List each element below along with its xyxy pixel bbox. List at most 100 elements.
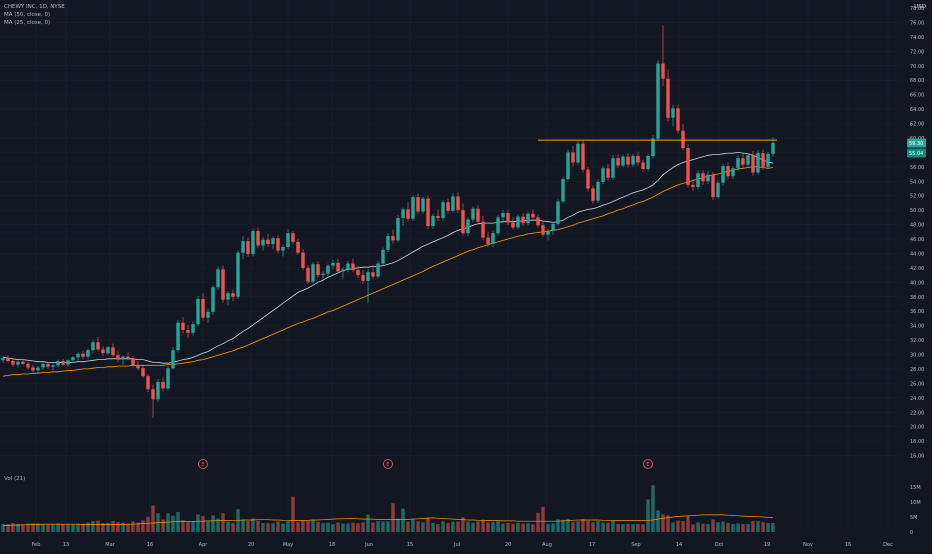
candle-body — [296, 241, 300, 253]
candle-body — [306, 267, 310, 282]
volume-bar — [291, 496, 295, 532]
time-tick-label: 17 — [589, 542, 595, 548]
candle-body — [251, 231, 255, 255]
candle-body — [526, 213, 530, 224]
volume-bar — [506, 522, 510, 532]
volume-bar — [431, 522, 435, 532]
price-tick-label: 38.00 — [910, 295, 924, 301]
volume-bar — [656, 510, 660, 532]
volume-legend[interactable]: Vol (21) — [4, 476, 26, 482]
volume-bar — [396, 518, 400, 532]
volume-bar — [631, 524, 635, 532]
price-tick-label: 24.00 — [910, 396, 924, 402]
volume-bar — [666, 515, 670, 532]
volume-bar — [446, 523, 450, 532]
candle-body — [401, 209, 405, 219]
volume-bar — [491, 522, 495, 532]
candle-body — [231, 293, 235, 297]
price-axis[interactable]: 16.00 18.00 20.00 22.00 24.00 26.00 28.00 30.00… — [910, 6, 924, 460]
candle-body — [166, 368, 170, 389]
candle-body — [101, 349, 105, 354]
candle-body — [406, 209, 410, 219]
volume-bar — [206, 521, 210, 532]
volume-bar — [456, 521, 460, 532]
candle-body — [626, 156, 630, 165]
volume-bar — [51, 523, 55, 532]
volume-bar — [201, 515, 205, 532]
candle-body — [416, 197, 420, 212]
currency-label[interactable]: USD — [914, 4, 926, 10]
volume-bar — [1, 523, 5, 532]
symbol-title[interactable]: CHEWY INC, 1D, NYSE — [4, 4, 65, 10]
candle-body — [771, 142, 775, 154]
candle-body — [21, 361, 25, 364]
volume-bar — [616, 523, 620, 532]
volume-bar — [481, 519, 485, 532]
candle-body — [106, 347, 110, 354]
candle-body — [576, 143, 580, 163]
candle-body — [631, 155, 635, 165]
volume-bar — [501, 523, 505, 532]
ma50-path — [2, 166, 774, 377]
price-tick-label: 78.00 — [910, 6, 924, 12]
earnings-marker-label: E — [201, 462, 204, 468]
candle-body — [1, 358, 5, 361]
candle-body — [461, 210, 465, 234]
volume-bar — [141, 520, 145, 532]
price-tick-label: 28.00 — [910, 367, 924, 373]
price-tick-label: 22.00 — [910, 410, 924, 416]
time-tick-label: 14 — [676, 542, 682, 548]
price-tick-label: 52.00 — [910, 194, 924, 200]
price-tick-label: 40.00 — [910, 280, 924, 286]
candle-body — [191, 324, 195, 333]
candle-body — [601, 168, 605, 182]
candle-body — [111, 347, 115, 356]
candle-body — [171, 350, 175, 369]
time-axis[interactable]: Feb 13 Mar 16 Apr 20 May 18 Jun 15 Jul 20 Aug 17 Sep 14… — [32, 542, 894, 548]
volume-bar — [471, 522, 475, 532]
candle-body — [541, 225, 545, 235]
volume-bar — [671, 522, 675, 532]
candle-body — [261, 239, 265, 246]
candle-body — [736, 158, 740, 169]
volume-bar — [21, 524, 25, 532]
volume-bar — [486, 522, 490, 532]
candle-body — [176, 322, 180, 351]
volume-bar — [716, 522, 720, 532]
volume-bar — [461, 517, 465, 532]
candle-body — [726, 166, 730, 177]
ma50-legend[interactable]: MA (50, close, 0) — [4, 12, 51, 18]
ma-price-label: 55.04 — [909, 151, 923, 157]
candle-body — [661, 63, 665, 79]
candle-body — [331, 262, 335, 266]
volume-bar — [31, 523, 35, 532]
volume-bar — [476, 521, 480, 532]
volume-bar — [726, 523, 730, 532]
candle-body — [266, 239, 270, 245]
candle-body — [311, 264, 315, 282]
price-tick-label: 18.00 — [910, 439, 924, 445]
volume-bar — [696, 522, 700, 532]
volume-bar — [111, 521, 115, 532]
price-tick-label: 54.00 — [910, 179, 924, 185]
volume-axis[interactable]: 15M 10M 5M 0 — [910, 485, 921, 536]
candle-body — [516, 216, 520, 228]
candle-body — [201, 298, 205, 318]
candle-body — [161, 381, 165, 389]
candle-body — [606, 168, 610, 178]
ma25-legend[interactable]: MA (25, close, 0) — [4, 20, 51, 26]
candle-body — [621, 156, 625, 166]
candle-body — [61, 360, 65, 365]
volume-bar — [441, 521, 445, 532]
volume-bar — [351, 522, 355, 532]
time-tick-label: Feb — [32, 542, 41, 548]
volume-bar — [571, 522, 575, 532]
volume-bar — [551, 523, 555, 532]
volume-bar — [131, 521, 135, 532]
candle-body — [346, 263, 350, 270]
candle-body — [206, 311, 210, 318]
candle-body — [26, 363, 30, 368]
